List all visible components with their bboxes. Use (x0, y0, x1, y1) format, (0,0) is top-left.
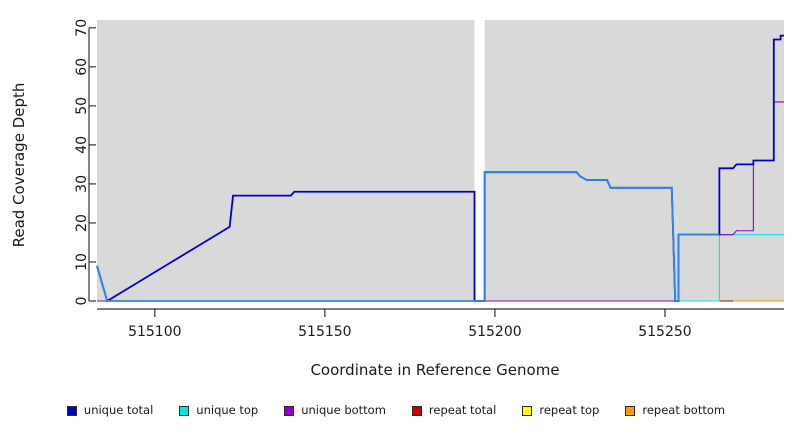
plot-panel-background (97, 20, 784, 301)
axis-layer: 0 10 20 30 40 50 60 70 515100 515150 515200 515250 (74, 19, 784, 340)
y-tick-label-50: 50 (74, 97, 90, 115)
legend-label: repeat total (428, 403, 497, 418)
series-layer (96, 34, 784, 303)
legend-label: repeat bottom (642, 403, 726, 418)
legend-item-repeat-bottom[interactable]: repeat bottom (625, 405, 725, 417)
x-tick-label-515150: 515150 (298, 324, 351, 340)
chart-legend: unique total unique top unique bottom repea… (0, 398, 792, 424)
legend-swatch-icon (179, 406, 190, 416)
y-tick-label-10: 10 (74, 253, 90, 271)
legend-label: unique bottom (301, 403, 386, 418)
legend-swatch-icon (625, 406, 636, 416)
legend-item-unique-top[interactable]: unique top (179, 405, 258, 417)
y-tick-label-0: 0 (74, 297, 90, 306)
y-tick-label-30: 30 (74, 175, 90, 193)
y-tick-label-60: 60 (74, 58, 90, 76)
x-tick-label-515200: 515200 (468, 324, 521, 340)
legend-swatch-icon (284, 406, 295, 416)
y-tick-label-20: 20 (74, 214, 90, 232)
x-axis-title: Coordinate in Reference Genome (310, 361, 559, 379)
legend-label: repeat top (539, 403, 600, 418)
legend-label: unique top (196, 403, 259, 418)
y-axis-title: Read Coverage Depth (10, 83, 28, 248)
legend-label: unique total (83, 403, 154, 418)
legend-item-repeat-top[interactable]: repeat top (522, 405, 599, 417)
x-tick-label-515100: 515100 (128, 324, 181, 340)
y-tick-label-70: 70 (74, 19, 90, 37)
legend-swatch-icon (66, 406, 77, 416)
y-tick-label-40: 40 (74, 136, 90, 154)
legend-swatch-icon (411, 406, 422, 416)
legend-swatch-icon (522, 406, 533, 416)
panel-segment-0 (97, 20, 475, 301)
legend-item-repeat-total[interactable]: repeat total (411, 403, 497, 418)
legend-item-unique-total[interactable]: unique total (66, 403, 154, 418)
panel-segment-1 (484, 20, 784, 301)
x-tick-label-515250: 515250 (638, 324, 691, 340)
series-total-bright-segment (96, 171, 720, 302)
legend-item-unique-bottom[interactable]: unique bottom (284, 405, 386, 417)
